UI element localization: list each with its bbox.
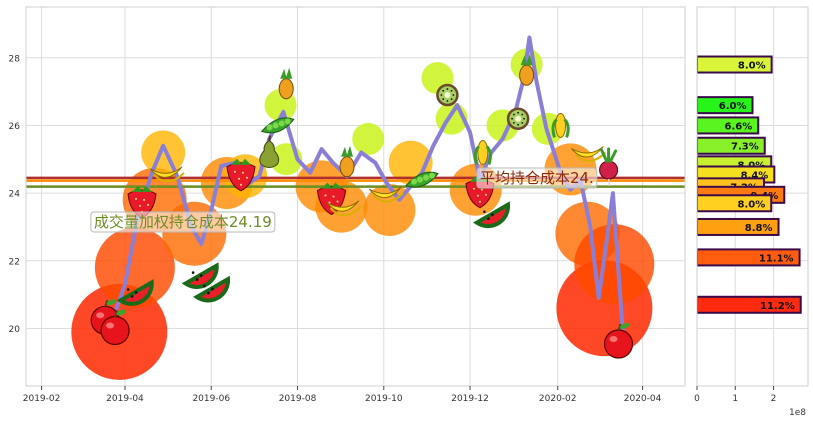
side-x-tick-label: 1	[732, 394, 738, 404]
apple-icon	[603, 323, 634, 359]
y-tick-label: 22	[9, 257, 20, 267]
x-tick-label: 2019-08	[279, 394, 317, 404]
watermelon-icon	[181, 262, 219, 289]
volume-bubble	[352, 122, 385, 155]
y-tick-label: 20	[9, 325, 21, 335]
volume-bar	[697, 248, 801, 267]
y-tick-label: 24	[9, 190, 21, 200]
volume-bar-label: 8.0%	[738, 61, 766, 72]
x-tick-label: 2019-10	[365, 394, 403, 404]
side-scale-label: 1e8	[789, 408, 806, 418]
volume-bar	[697, 217, 780, 236]
volume-bar-label: 6.6%	[725, 121, 753, 132]
banana-icon	[149, 166, 185, 183]
plot-frame	[25, 6, 686, 387]
volume-bar	[697, 295, 802, 314]
volume-bar-label: 6.0%	[719, 101, 747, 112]
y-tick-label: 26	[9, 122, 21, 132]
side-x-tick-label: 2	[771, 394, 777, 404]
x-tick-label: 2019-04	[106, 394, 144, 404]
banana-icon	[368, 186, 404, 203]
volume-bubble	[141, 130, 186, 175]
watermelon-icon	[193, 275, 230, 303]
volume-bar-label: 8.0%	[738, 199, 766, 210]
annotation-text: 平均持仓成本24.	[480, 169, 594, 187]
annotation-text: 成交量加权持仓成本24.19	[94, 213, 272, 231]
x-tick-label: 2019-02	[23, 394, 61, 404]
x-tick-label: 2019-06	[192, 394, 230, 404]
volume-bar	[697, 116, 760, 135]
banana-icon	[326, 200, 362, 217]
volume-bar	[697, 194, 773, 213]
corn-icon	[473, 140, 492, 165]
volume-bar-label: 11.1%	[759, 253, 794, 264]
watermelon-icon	[473, 201, 510, 229]
radish-icon	[599, 147, 619, 187]
strawberry-icon	[127, 185, 157, 219]
annotation-box	[476, 167, 598, 189]
volume-bar-label: 7.3%	[731, 142, 759, 153]
pineapple-icon	[339, 145, 355, 178]
pineapple-icon	[278, 67, 294, 100]
side-plot-frame	[696, 6, 809, 387]
volume-bubble	[94, 227, 175, 308]
x-tick-label: 2020-02	[539, 394, 577, 404]
volume-bar	[697, 136, 766, 155]
x-tick-label: 2019-12	[451, 394, 489, 404]
side-x-tick-label: 0	[694, 394, 700, 404]
strawberry-icon	[226, 158, 256, 192]
peapod-icon	[405, 171, 439, 188]
pear-icon	[259, 135, 280, 168]
pineapple-icon	[519, 54, 535, 86]
peapod-icon	[260, 117, 295, 134]
volume-bar	[697, 55, 773, 74]
volume-bar-label: 8.8%	[745, 223, 773, 234]
volume-bar	[697, 96, 754, 115]
kiwi-icon	[436, 83, 459, 107]
kiwi-icon	[506, 107, 530, 130]
y-tick-label: 28	[9, 54, 21, 64]
watermelon-icon	[116, 279, 154, 306]
volume-bar-label: 11.2%	[760, 301, 795, 312]
corn-icon	[551, 112, 570, 138]
apple-icon	[100, 309, 130, 346]
annotation-box	[90, 211, 276, 233]
x-tick-label: 2020-04	[624, 394, 662, 404]
volume-bar-label: 8.4%	[741, 171, 769, 182]
